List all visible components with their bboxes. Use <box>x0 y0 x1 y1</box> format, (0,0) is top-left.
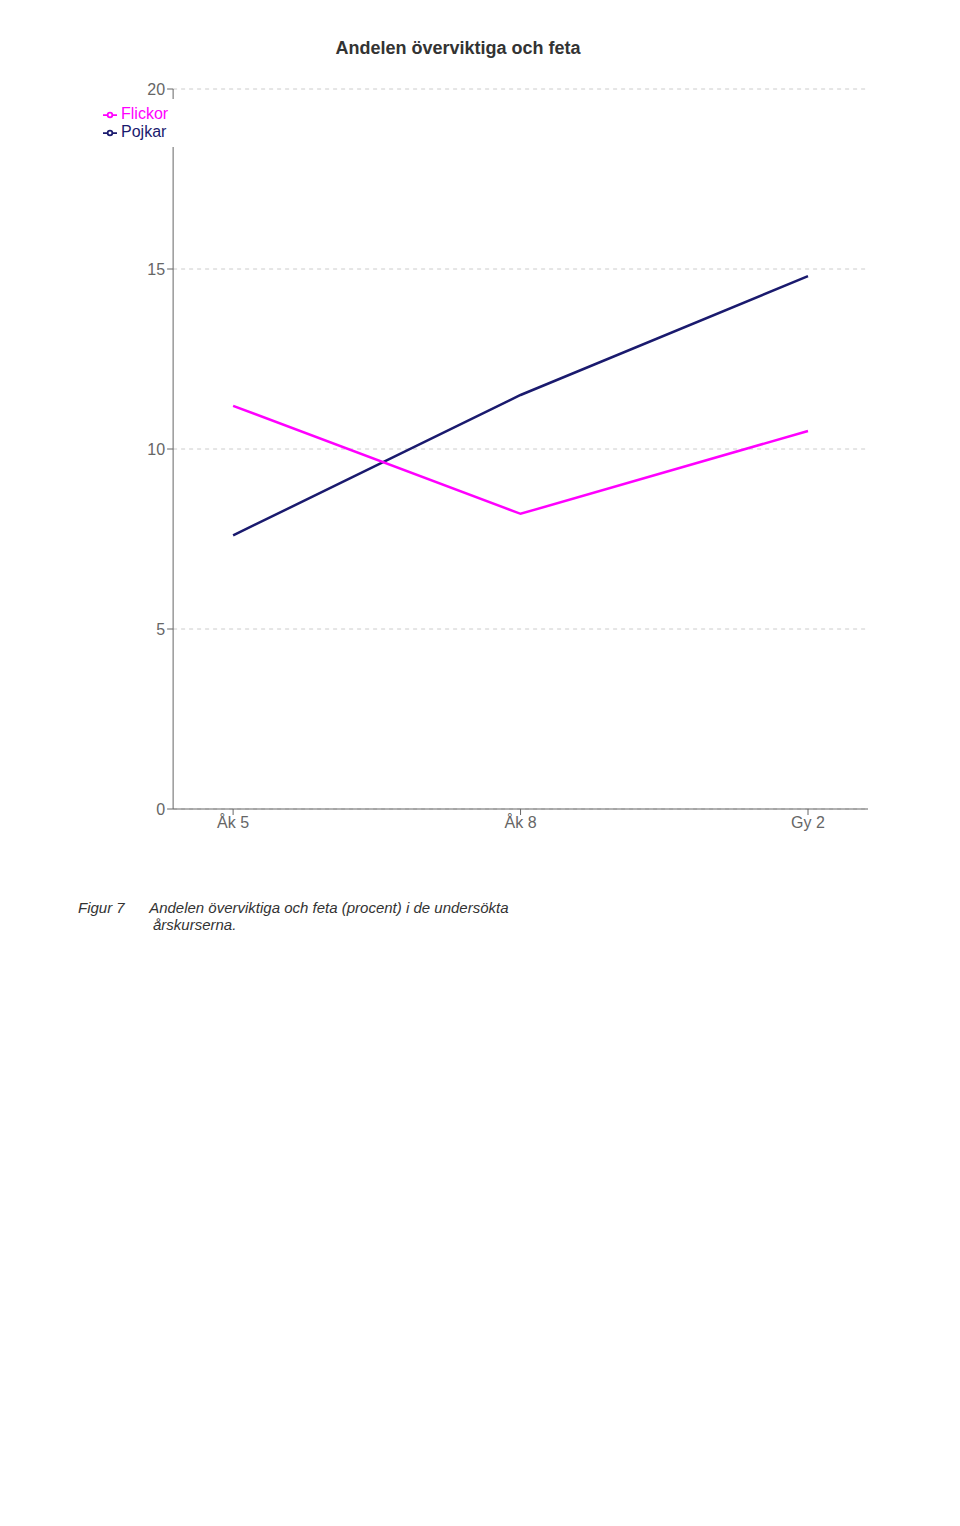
svg-text:0: 0 <box>156 801 165 818</box>
html-text:Andelen överviktiga och feta: Andelen överviktiga och feta <box>335 38 581 58</box>
svg-text:Gy 2: Gy 2 <box>791 814 825 831</box>
svg-text:15: 15 <box>147 261 165 278</box>
html-text:Figur 7 Andelen överviktiga oc: Figur 7 Andelen överviktiga och feta (pr… <box>78 899 509 933</box>
html-text:Pojkar: Pojkar <box>121 123 167 140</box>
html-text:Flickor: Flickor <box>121 105 169 122</box>
svg-text:20: 20 <box>147 81 165 98</box>
svg-text:Åk 5: Åk 5 <box>217 813 249 831</box>
svg-text:Åk 8: Åk 8 <box>505 813 537 831</box>
svg-text:10: 10 <box>147 441 165 458</box>
svg-text:5: 5 <box>156 621 165 638</box>
